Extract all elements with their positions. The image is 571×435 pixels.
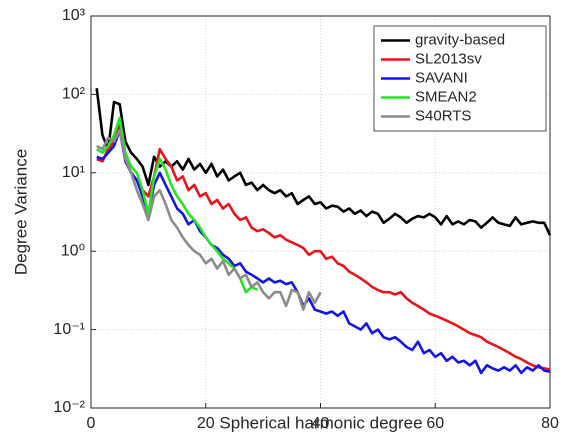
x-tick-label: 0 bbox=[87, 415, 96, 432]
series-line bbox=[96, 128, 322, 311]
series-line bbox=[96, 128, 551, 375]
legend-label: SMEAN2 bbox=[415, 88, 477, 105]
legend-label: S40RTS bbox=[415, 107, 471, 124]
series-line bbox=[96, 124, 551, 371]
legend-label: SAVANI bbox=[415, 69, 468, 86]
legend-label: SL2013sv bbox=[415, 50, 482, 67]
x-tick-label: 40 bbox=[312, 415, 330, 432]
y-tick-label: 10⁰ bbox=[61, 242, 85, 259]
x-tick-label: 80 bbox=[541, 415, 559, 432]
series-line bbox=[95, 88, 552, 236]
y-axis-label: Degree Variance bbox=[11, 149, 30, 275]
y-tick-label: 10⁻² bbox=[53, 399, 85, 416]
axes-frame bbox=[90, 15, 551, 409]
legend-label: gravity-based bbox=[415, 31, 505, 48]
y-tick-label: 10¹ bbox=[62, 164, 85, 181]
x-tick-label: 60 bbox=[426, 415, 444, 432]
y-tick-label: 10² bbox=[62, 86, 86, 103]
x-axis-label: Spherical harmonic degree bbox=[219, 413, 422, 432]
series-line bbox=[96, 116, 259, 294]
y-tick-label: 10⁻¹ bbox=[53, 321, 85, 338]
y-tick-label: 10³ bbox=[62, 7, 86, 24]
x-tick-label: 20 bbox=[197, 415, 215, 432]
